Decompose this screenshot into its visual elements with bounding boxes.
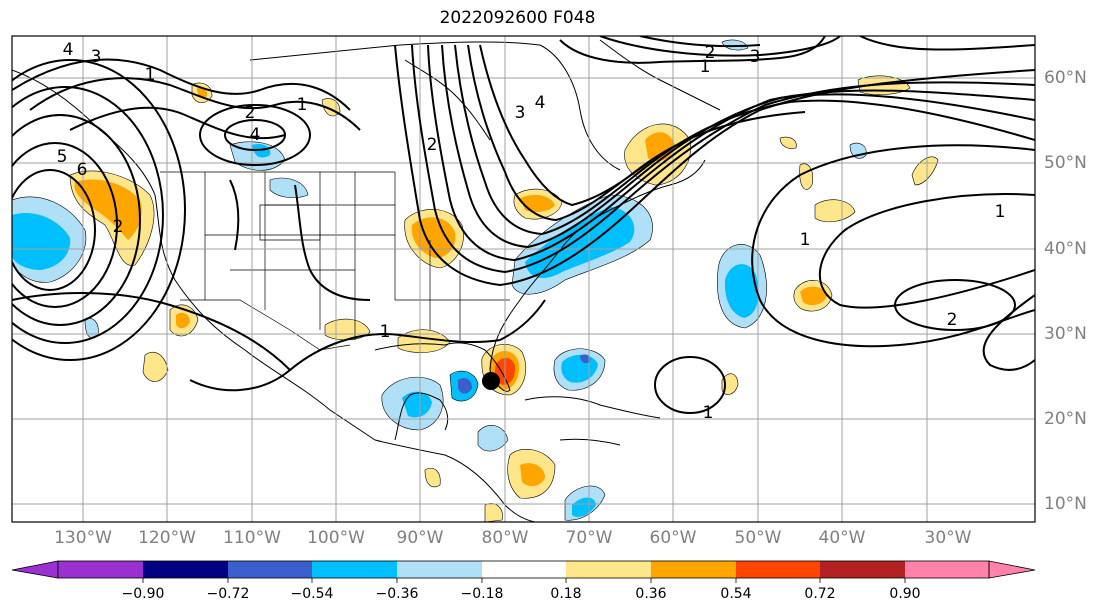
latitude-label: 20°N xyxy=(1044,409,1087,429)
contour-label: 1 xyxy=(800,230,811,250)
gridlines xyxy=(12,36,1035,522)
contour-label: 6 xyxy=(77,160,88,180)
colorbar-tick-label: −0.18 xyxy=(460,586,504,602)
colorbar-bin xyxy=(651,561,736,578)
colorbar-tick-label: 0.72 xyxy=(804,586,836,602)
longitude-label: 110°W xyxy=(223,528,281,548)
colorbar-tick-label: 0.90 xyxy=(889,586,921,602)
contour-label: 1 xyxy=(700,57,711,77)
contour-label: 2 xyxy=(427,135,438,155)
longitude-label: 100°W xyxy=(307,528,365,548)
contour-label: 2 xyxy=(245,103,256,123)
longitude-label: 70°W xyxy=(565,528,613,548)
map-frame xyxy=(11,35,1036,523)
colorbar-bin xyxy=(397,561,482,578)
colorbar-tick-label: 0.36 xyxy=(635,586,667,602)
latitude-label: 50°N xyxy=(1044,153,1087,173)
contour-label: 1 xyxy=(297,95,308,115)
storm-center-marker xyxy=(482,372,500,390)
colorbar-bin xyxy=(143,561,228,578)
colorbar xyxy=(11,560,1036,583)
contour-label: 1 xyxy=(380,322,391,342)
latitude-label: 60°N xyxy=(1044,68,1087,88)
colorbar-tick-label: 0.18 xyxy=(550,586,582,602)
colorbar-tick-label: −0.36 xyxy=(375,586,419,602)
longitude-label: 40°W xyxy=(818,528,866,548)
contour-label: 3 xyxy=(91,47,102,67)
contour-label: 2 xyxy=(947,310,958,330)
colorbar-bin xyxy=(566,561,651,578)
colorbar-bin xyxy=(482,561,566,578)
colorbar-bin xyxy=(312,561,397,578)
contour-label: 3 xyxy=(750,47,761,67)
latitude-label: 40°N xyxy=(1044,239,1087,259)
height-contours xyxy=(12,36,1035,414)
contour-label: 4 xyxy=(535,93,546,113)
contour-label: 2 xyxy=(705,43,716,63)
colorbar-tick-label: −0.72 xyxy=(206,586,250,602)
longitude-label: 120°W xyxy=(138,528,196,548)
latitude-label: 10°N xyxy=(1044,494,1087,514)
colorbar-extend-high xyxy=(988,560,1036,579)
contour-label: 3 xyxy=(515,103,526,123)
contour-label: 5 xyxy=(57,147,68,167)
longitude-label: 30°W xyxy=(924,528,972,548)
colorbar-bin xyxy=(228,561,312,578)
colorbar-bin xyxy=(820,561,905,578)
map-title: 2022092600 F048 xyxy=(439,8,596,28)
contour-label: 4 xyxy=(250,125,261,145)
contour-labels: 4 3 2 1 5 6 2 1 3 2 3 4 4 1 1 1 2 1 2 1 xyxy=(57,40,1006,423)
colorbar-bin xyxy=(58,561,143,578)
latitude-label: 30°N xyxy=(1044,324,1087,344)
longitude-label: 80°W xyxy=(481,528,529,548)
colorbar-tick-label: 0.54 xyxy=(720,586,752,602)
colorbar-tick-label: −0.54 xyxy=(290,586,334,602)
contour-label: 4 xyxy=(63,40,74,60)
contour-label: 1 xyxy=(703,403,714,423)
contour-label: 1 xyxy=(145,65,156,85)
longitude-label: 90°W xyxy=(396,528,444,548)
state-borders xyxy=(160,171,510,351)
colorbar-bin xyxy=(736,561,820,578)
longitude-label: 60°W xyxy=(649,528,697,548)
contour-label: 2 xyxy=(113,217,124,237)
longitude-label: 130°W xyxy=(54,528,112,548)
colorbar-bin xyxy=(905,561,989,578)
longitude-label: 50°W xyxy=(734,528,782,548)
colorbar-extend-low xyxy=(11,560,59,579)
colorbar-tick-label: −0.90 xyxy=(121,586,165,602)
contour-label: 1 xyxy=(995,202,1006,222)
